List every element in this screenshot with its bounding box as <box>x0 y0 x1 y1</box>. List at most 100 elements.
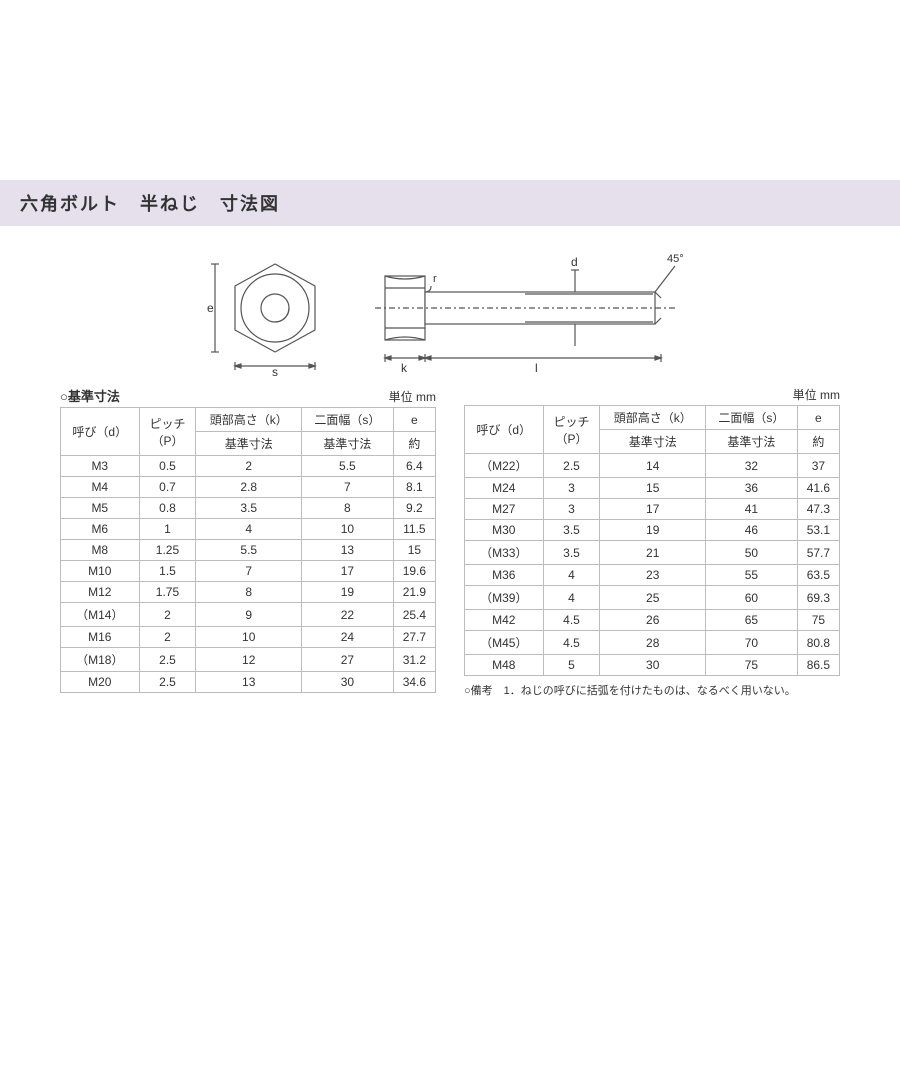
table-row: M30.525.56.4 <box>61 456 436 477</box>
cell-name: M10 <box>61 561 140 582</box>
cell-name: （M45） <box>465 631 544 655</box>
cell-k: 30 <box>600 655 706 676</box>
cell-e: 57.7 <box>797 541 839 565</box>
cell-s: 30 <box>302 672 394 693</box>
cell-s: 5.5 <box>302 456 394 477</box>
bolt-side-view: r d 45° k l <box>375 246 695 376</box>
cell-k: 12 <box>196 648 302 672</box>
cell-name: （M14） <box>61 603 140 627</box>
cell-name: M20 <box>61 672 140 693</box>
title-bar: 六角ボルト 半ねじ 寸法図 <box>0 180 900 226</box>
label-e: e <box>207 301 214 315</box>
cell-p: 0.7 <box>139 477 196 498</box>
th-pitch: ピッチ（P） <box>543 406 600 454</box>
cell-e: 21.9 <box>393 582 435 603</box>
unit-label-left: 単位 mm <box>389 388 436 407</box>
label-s: s <box>272 365 278 376</box>
cell-k: 23 <box>600 565 706 586</box>
cell-p: 4 <box>543 565 600 586</box>
cell-p: 0.5 <box>139 456 196 477</box>
cell-s: 27 <box>302 648 394 672</box>
cell-p: 4.5 <box>543 610 600 631</box>
th-e: e <box>393 408 435 432</box>
cell-name: （M22） <box>465 454 544 478</box>
cell-s: 70 <box>706 631 798 655</box>
cell-s: 55 <box>706 565 798 586</box>
table-row: M303.5194653.1 <box>465 520 840 541</box>
cell-name: M42 <box>465 610 544 631</box>
cell-name: M6 <box>61 519 140 540</box>
cell-e: 80.8 <box>797 631 839 655</box>
cell-e: 34.6 <box>393 672 435 693</box>
cell-k: 8 <box>196 582 302 603</box>
cell-k: 19 <box>600 520 706 541</box>
cell-name: M27 <box>465 499 544 520</box>
footnote: ○備考 1．ねじの呼びに括弧を付けたものは、なるべく用いない。 <box>464 676 840 698</box>
table-row: M485307586.5 <box>465 655 840 676</box>
cell-e: 31.2 <box>393 648 435 672</box>
table-row: M6141011.5 <box>61 519 436 540</box>
cell-name: （M33） <box>465 541 544 565</box>
table-row: M243153641.6 <box>465 478 840 499</box>
cell-p: 3.5 <box>543 520 600 541</box>
cell-p: 1.5 <box>139 561 196 582</box>
th-name: 呼び（d） <box>465 406 544 454</box>
cell-e: 69.3 <box>797 586 839 610</box>
cell-p: 4 <box>543 586 600 610</box>
cell-e: 41.6 <box>797 478 839 499</box>
cell-name: M4 <box>61 477 140 498</box>
cell-p: 3 <box>543 499 600 520</box>
label-r: r <box>433 273 437 285</box>
label-angle: 45° <box>667 253 684 265</box>
cell-s: 19 <box>302 582 394 603</box>
cell-s: 65 <box>706 610 798 631</box>
table-row: （M45）4.5287080.8 <box>465 631 840 655</box>
cell-name: M30 <box>465 520 544 541</box>
label-k: k <box>401 361 408 375</box>
cell-p: 2.5 <box>139 672 196 693</box>
table-row: M364235563.5 <box>465 565 840 586</box>
cell-p: 1 <box>139 519 196 540</box>
table-row: M202.5133034.6 <box>61 672 436 693</box>
table-row: （M22）2.5143237 <box>465 454 840 478</box>
cell-s: 36 <box>706 478 798 499</box>
cell-e: 27.7 <box>393 627 435 648</box>
cell-name: （M18） <box>61 648 140 672</box>
label-l: l <box>535 361 538 375</box>
cell-e: 47.3 <box>797 499 839 520</box>
cell-s: 41 <box>706 499 798 520</box>
cell-name: M36 <box>465 565 544 586</box>
cell-s: 32 <box>706 454 798 478</box>
cell-name: M12 <box>61 582 140 603</box>
hex-front-view: e s <box>205 246 345 376</box>
table-row: M101.571719.6 <box>61 561 436 582</box>
cell-p: 5 <box>543 655 600 676</box>
table-row: （M14）292225.4 <box>61 603 436 627</box>
cell-s: 24 <box>302 627 394 648</box>
cell-name: M16 <box>61 627 140 648</box>
table-row: M40.72.878.1 <box>61 477 436 498</box>
cell-e: 86.5 <box>797 655 839 676</box>
cell-k: 5.5 <box>196 540 302 561</box>
cell-k: 3.5 <box>196 498 302 519</box>
th-sub-e: 約 <box>797 430 839 454</box>
cell-p: 3 <box>543 478 600 499</box>
cell-s: 17 <box>302 561 394 582</box>
th-pitch: ピッチ（P） <box>139 408 196 456</box>
cell-p: 3.5 <box>543 541 600 565</box>
cell-k: 21 <box>600 541 706 565</box>
th-name: 呼び（d） <box>61 408 140 456</box>
th-width-s: 二面幅（s） <box>706 406 798 430</box>
cell-s: 60 <box>706 586 798 610</box>
th-head-k: 頭部高さ（k） <box>196 408 302 432</box>
cell-e: 75 <box>797 610 839 631</box>
cell-s: 10 <box>302 519 394 540</box>
th-sub-s: 基準寸法 <box>302 432 394 456</box>
th-sub-k: 基準寸法 <box>196 432 302 456</box>
unit-label-right: 単位 mm <box>793 386 840 405</box>
table-row: M273174147.3 <box>465 499 840 520</box>
cell-p: 0.8 <box>139 498 196 519</box>
table-row: （M39）4256069.3 <box>465 586 840 610</box>
th-sub-k: 基準寸法 <box>600 430 706 454</box>
cell-e: 37 <box>797 454 839 478</box>
